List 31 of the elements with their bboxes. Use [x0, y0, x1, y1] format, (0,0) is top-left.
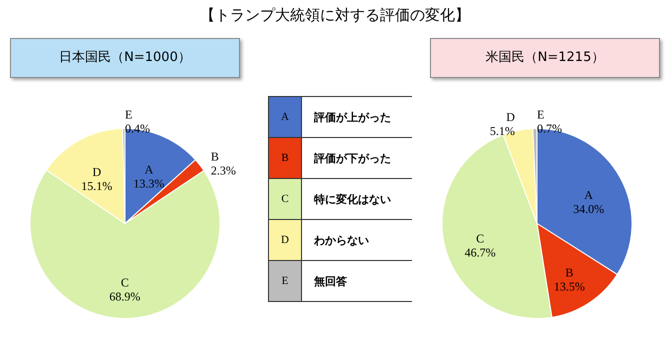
slice-label: B: [210, 149, 219, 164]
chart-subtitle: 米国民（N=1215）: [430, 38, 660, 78]
data-label: 34.0%: [573, 202, 604, 216]
slice-label: A: [584, 188, 594, 202]
category-label: A: [268, 96, 302, 138]
slice-label: A: [144, 162, 154, 177]
category-label: E: [268, 260, 302, 302]
slice-label: E: [537, 108, 544, 122]
text: 特に変化はない: [302, 178, 414, 220]
slice-label: C: [476, 232, 484, 246]
category-label: B: [268, 138, 302, 178]
data-label: 2.3%: [210, 163, 236, 178]
text: 評価が下がった: [302, 138, 414, 178]
slice-label: D: [92, 164, 102, 179]
text: 無回答: [302, 260, 414, 302]
data-label: 46.7%: [464, 246, 496, 260]
text: 評価が上がった: [302, 96, 414, 138]
text: 【トランプ大統領に対する評価の変化】: [199, 6, 471, 25]
data-label: 13.3%: [133, 176, 164, 191]
text: わからない: [302, 220, 414, 260]
slice-label: C: [120, 275, 129, 290]
slice-label: E: [125, 108, 132, 122]
category-label: D: [268, 220, 302, 260]
data-label: 15.1%: [81, 178, 112, 193]
data-label: 68.9%: [109, 289, 140, 304]
data-label: 5.1%: [490, 124, 515, 138]
slice-label: D: [506, 110, 516, 124]
chart-subtitle: 日本国民（N=1000）: [10, 38, 240, 78]
slice-label: B: [565, 266, 574, 280]
category-label: C: [268, 178, 302, 220]
data-label: 13.5%: [554, 280, 585, 294]
